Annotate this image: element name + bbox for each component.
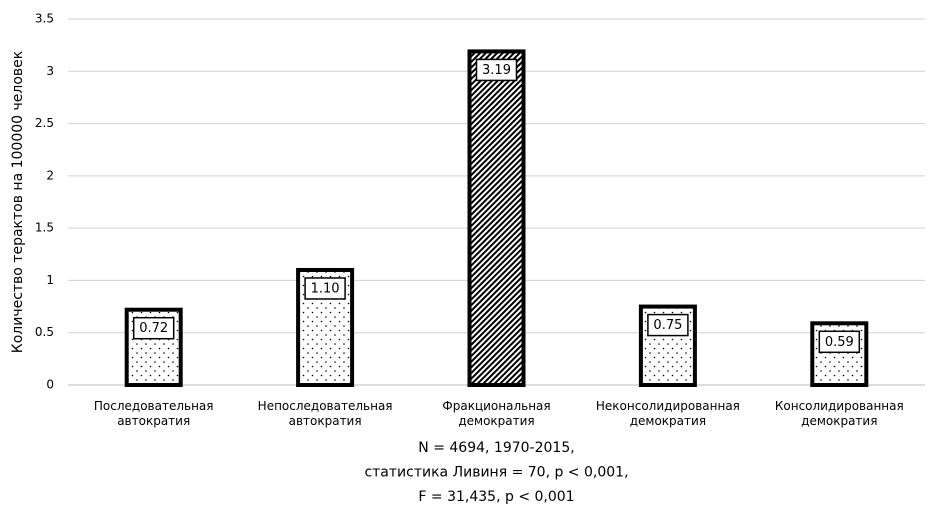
value-label-box xyxy=(304,277,346,300)
x-tick-label: Последовательная автократия xyxy=(94,399,214,428)
y-tick-label: 2.5 xyxy=(35,116,54,130)
x-tick-label-line: демократия xyxy=(630,414,706,428)
x-tick-label-line: Консолидированная xyxy=(775,399,904,413)
y-tick-label: 0.5 xyxy=(35,325,54,339)
value-label-box xyxy=(475,58,518,82)
x-tick-label: Неконсолидированная демократия xyxy=(596,399,740,428)
x-tick-label: Непоследовательная автократия xyxy=(258,399,393,428)
x-tick-label: Фракциональная демократия xyxy=(442,399,550,428)
x-axis-label: F = 31,435, p < 0,001 xyxy=(418,489,574,505)
x-axis-label: статистика Ливиня = 70, p < 0,001, xyxy=(364,465,628,481)
x-tick-label: Консолидированная демократия xyxy=(775,399,904,428)
y-tick-label: 0 xyxy=(46,378,54,392)
x-tick-label-line: автократия xyxy=(289,414,362,428)
y-tick-label: 1 xyxy=(46,273,54,287)
value-label-box xyxy=(647,313,689,337)
y-axis-label: Количество терактов на 100000 человек xyxy=(10,51,26,353)
value-label: 0.59 xyxy=(825,335,854,350)
x-tick-label-line: Непоследовательная xyxy=(258,399,393,413)
bar xyxy=(467,49,526,387)
value-label: 0.72 xyxy=(139,321,168,336)
value-label: 0.75 xyxy=(653,318,682,333)
y-tick-label: 3 xyxy=(46,64,54,78)
x-axis-label: N = 4694, 1970-2015, xyxy=(418,440,574,456)
value-label-box xyxy=(132,316,175,340)
x-tick-label-line: демократия xyxy=(801,414,877,428)
value-label: 3.19 xyxy=(482,63,511,78)
y-tick-label: 2 xyxy=(46,168,54,182)
x-tick-label-line: Неконсолидированная xyxy=(596,399,740,413)
x-tick-label-line: демократия xyxy=(458,414,534,428)
y-tick-label: 1.5 xyxy=(35,221,54,235)
x-tick-label-line: Фракциональная xyxy=(442,399,550,413)
x-tick-label-line: автократия xyxy=(117,414,190,428)
y-tick-label: 3.5 xyxy=(35,12,54,26)
value-label: 1.10 xyxy=(311,281,340,296)
x-tick-label-line: Последовательная xyxy=(94,399,214,413)
value-label-box xyxy=(818,330,861,354)
